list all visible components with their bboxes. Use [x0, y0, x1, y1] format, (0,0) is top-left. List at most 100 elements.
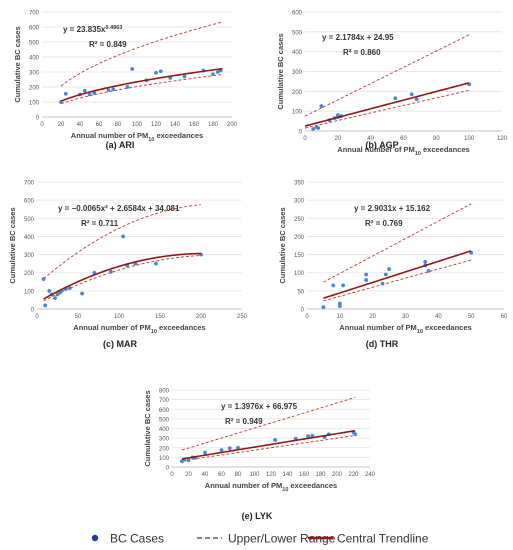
y-tick-label: 700 [29, 11, 40, 17]
x-tick-label: 120 [497, 136, 508, 142]
lower-range-line [60, 74, 223, 105]
bc-case-point [82, 88, 87, 93]
x-tick-label: 0 [40, 122, 44, 128]
chart-panel-2: 0 100 200 300 400 500 600 700 0 50 100 150 200 250 Cum… [8, 181, 248, 350]
regression-equation: y = 23.835x0.4963 [63, 25, 122, 34]
lower-range-line [181, 435, 356, 462]
regression-equation: y = 1.3976x + 66.975 [221, 402, 298, 411]
x-tick-label: 160 [189, 122, 200, 128]
y-axis-label: Cumulative BC cases [276, 33, 285, 109]
chart-panel-4: 0 100 200 300 400 500 600 700 800 0 20 40 60 80 100 120… [143, 389, 376, 522]
y-axis-label: Cumulative BC cases [278, 207, 287, 283]
y-tick-label: 500 [292, 30, 303, 36]
bc-case-point [121, 234, 125, 239]
y-tick-label: 50 [297, 289, 304, 295]
bc-case-point [321, 305, 326, 310]
bc-case-point [215, 70, 220, 74]
bc-case-point [125, 85, 130, 89]
y-tick-label: 600 [24, 199, 35, 205]
y-tick-label: 600 [29, 26, 40, 32]
bc-case-point [154, 261, 158, 266]
y-axis-label: Cumulative BC cases [143, 390, 152, 466]
y-tick-label: 400 [159, 427, 170, 433]
bc-case-point [236, 445, 240, 450]
bc-case-point [319, 104, 324, 109]
bc-case-point [87, 92, 92, 97]
bc-case-point [92, 91, 97, 95]
x-tick-label: 30 [402, 314, 409, 320]
bc-case-point [41, 277, 46, 281]
chart-panel-0: 0 100 200 300 400 500 600 700 0 20 40 60 80 100 120 140… [13, 11, 238, 151]
bc-case-point [311, 127, 316, 131]
y-tick-label: 100 [159, 456, 170, 462]
bc-case-point [53, 296, 57, 301]
legend-range-label: Upper/Lower Range [228, 532, 336, 546]
x-tick-label: 0 [35, 314, 39, 320]
y-tick-label: 600 [292, 11, 303, 17]
central-trendline [181, 429, 356, 460]
y-tick-label: 500 [159, 417, 170, 423]
lower-range-line [304, 89, 470, 129]
x-axis-label: Annual number of PM10 exceedances [73, 323, 205, 335]
y-tick-label: 0 [301, 308, 305, 314]
y-tick-label: 200 [292, 90, 303, 96]
bc-case-point [227, 446, 232, 451]
y-tick-label: 500 [24, 217, 35, 223]
x-tick-label: 120 [266, 472, 277, 478]
x-tick-label: 50 [468, 314, 475, 320]
x-tick-label: 60 [400, 136, 407, 142]
bc-case-point [186, 458, 191, 463]
bc-case-point [111, 87, 116, 92]
bc-case-point [43, 303, 48, 308]
bc-case-point [182, 74, 187, 79]
bc-case-point [383, 272, 388, 277]
chart-panel-1: 0 100 200 300 400 500 600 0 20 40 60 80 100 120 Cumula… [276, 11, 508, 158]
bc-case-point [364, 272, 368, 277]
bc-case-point [337, 304, 342, 308]
bc-case-point [273, 438, 278, 442]
x-tick-label: 80 [235, 472, 242, 478]
central-trendline [60, 67, 223, 102]
y-tick-label: 300 [292, 70, 303, 76]
legend-bc-cases-marker [91, 534, 99, 542]
bc-case-point [306, 434, 311, 439]
upper-range-line [304, 34, 470, 117]
x-tick-label: 240 [365, 472, 376, 478]
bc-case-point [310, 433, 315, 438]
regression-equation: y = −0.0065x² + 2.6584x + 34.081 [58, 204, 180, 213]
bc-case-point [331, 283, 336, 288]
x-tick-label: 20 [369, 314, 376, 320]
y-tick-label: 100 [29, 101, 40, 107]
r-squared-label: R² = 0.711 [81, 219, 119, 228]
y-tick-label: 200 [159, 446, 170, 452]
y-axis-label: Cumulative BC cases [13, 26, 22, 102]
x-tick-label: 40 [367, 136, 374, 142]
bc-case-point [423, 259, 428, 264]
bc-case-point [106, 88, 111, 92]
x-tick-label: 50 [75, 314, 82, 320]
regression-equation: y = 2.1784x + 24.95 [322, 33, 394, 42]
x-tick-label: 200 [332, 472, 343, 478]
y-tick-label: 0 [299, 130, 303, 136]
x-tick-label: 0 [303, 136, 307, 142]
chart-panel-3: 0 50 100 150 200 250 300 350 0 10 20 30 40 50 60 Cumula… [278, 181, 508, 350]
bc-case-point [130, 67, 135, 71]
bc-case-point [203, 450, 207, 455]
upper-range-line [181, 397, 356, 451]
x-tick-label: 20 [334, 136, 341, 142]
x-tick-label: 100 [114, 314, 125, 320]
bc-case-point [380, 281, 385, 286]
r-squared-label: R² = 0.769 [365, 219, 403, 228]
y-tick-label: 400 [24, 235, 35, 241]
x-tick-label: 200 [196, 314, 207, 320]
x-tick-label: 20 [58, 122, 65, 128]
y-tick-label: 400 [29, 56, 40, 62]
x-axis-label: Annual number of PM10 exceedances [337, 145, 469, 157]
x-tick-label: 40 [435, 314, 442, 320]
central-trendline [43, 252, 202, 300]
y-tick-label: 350 [294, 181, 305, 187]
bc-case-point [409, 92, 414, 97]
x-tick-label: 80 [433, 136, 440, 142]
y-tick-label: 100 [24, 289, 35, 295]
x-axis-label: Annual number of PM10 exceedances [339, 323, 471, 335]
